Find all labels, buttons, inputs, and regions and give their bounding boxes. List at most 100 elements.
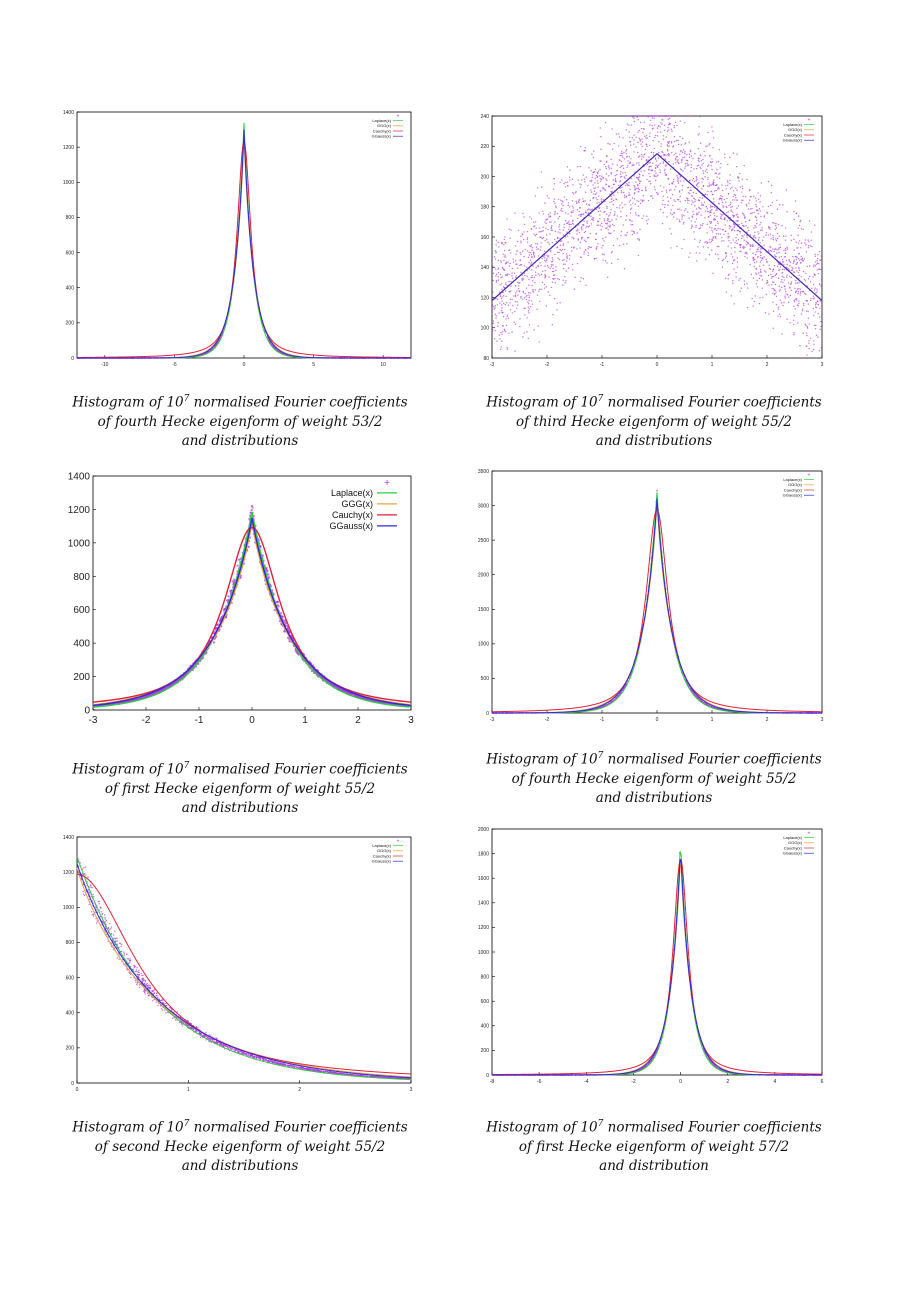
data-point	[550, 265, 553, 268]
data-point	[791, 269, 793, 271]
data-point	[817, 272, 820, 275]
data-point	[491, 286, 493, 289]
data-point	[744, 252, 746, 255]
data-point	[747, 227, 749, 229]
data-point	[579, 165, 582, 168]
data-point	[776, 199, 778, 201]
data-point	[491, 256, 494, 259]
data-point	[695, 213, 698, 216]
data-point	[612, 203, 614, 206]
data-point	[728, 240, 730, 242]
data-point	[813, 264, 815, 266]
data-point	[551, 241, 554, 244]
data-point	[657, 164, 660, 166]
data-point	[689, 252, 691, 254]
data-point	[504, 330, 507, 333]
data-point	[820, 278, 823, 281]
data-point	[596, 175, 599, 177]
data-point	[767, 274, 770, 277]
data-point	[691, 200, 693, 202]
data-point	[772, 327, 774, 329]
data-point	[659, 185, 662, 187]
data-point	[637, 178, 639, 180]
data-point	[515, 253, 517, 255]
data-point	[545, 227, 547, 229]
data-point	[633, 184, 635, 187]
data-point	[524, 274, 526, 277]
figure-1-chart: -10 -5 0 5 10 0 200 400 600 800 1000 1200 1400 Laplac…	[55, 108, 417, 370]
data-point	[813, 265, 815, 268]
data-point	[781, 224, 783, 227]
data-point	[786, 266, 788, 268]
data-point	[539, 231, 542, 233]
data-point	[710, 240, 713, 243]
data-point	[683, 180, 685, 182]
data-point	[510, 229, 512, 231]
data-point	[564, 212, 567, 214]
data-point	[698, 199, 700, 201]
data-point	[554, 205, 557, 207]
data-point	[667, 118, 669, 121]
data-point	[610, 198, 613, 200]
data-point	[693, 180, 696, 183]
data-point	[704, 170, 707, 172]
data-point	[675, 139, 678, 142]
data-point	[768, 249, 770, 252]
data-point	[789, 261, 792, 263]
data-point	[782, 204, 784, 206]
data-point	[615, 218, 617, 220]
data-point	[726, 197, 728, 200]
data-point	[731, 262, 734, 265]
data-point	[521, 234, 524, 236]
data-point	[737, 229, 739, 232]
data-point	[766, 281, 769, 284]
data-point	[544, 265, 546, 267]
data-point	[664, 168, 666, 171]
data-point	[816, 262, 819, 265]
data-point	[682, 223, 685, 225]
data-point	[547, 266, 550, 268]
data-point	[567, 204, 569, 207]
data-point	[730, 253, 732, 255]
data-point	[702, 223, 704, 225]
data-point	[755, 216, 758, 219]
data-point	[533, 276, 536, 279]
data-point	[684, 151, 686, 153]
caption-prefix: Histogram of 10	[486, 394, 598, 411]
data-point	[630, 207, 633, 209]
data-point	[754, 261, 756, 264]
data-point	[558, 278, 560, 281]
data-point	[706, 165, 709, 168]
data-point	[793, 305, 795, 307]
data-point	[818, 316, 821, 318]
data-point	[696, 177, 698, 179]
data-point	[779, 246, 782, 249]
data-point	[645, 143, 648, 145]
data-point	[738, 243, 741, 246]
data-point	[677, 182, 680, 184]
data-point	[527, 301, 529, 303]
data-point	[807, 317, 810, 319]
data-point	[501, 241, 503, 244]
data-point	[757, 192, 759, 194]
data-point	[789, 283, 792, 286]
data-point	[782, 235, 785, 237]
data-point	[707, 185, 709, 187]
data-point	[819, 268, 822, 271]
data-point	[673, 153, 675, 156]
legend-label: Cauchy(x)	[373, 128, 392, 133]
data-point	[700, 208, 702, 210]
data-point	[625, 174, 627, 177]
data-point	[670, 128, 673, 131]
data-point	[698, 157, 700, 160]
data-point	[638, 155, 641, 157]
data-point	[550, 221, 552, 223]
data-point	[626, 123, 629, 125]
data-point	[661, 123, 663, 125]
data-point	[617, 258, 619, 261]
data-point	[757, 239, 760, 241]
data-point	[590, 170, 592, 172]
data-point	[715, 161, 718, 163]
data-point	[793, 323, 795, 326]
data-point	[546, 258, 548, 260]
